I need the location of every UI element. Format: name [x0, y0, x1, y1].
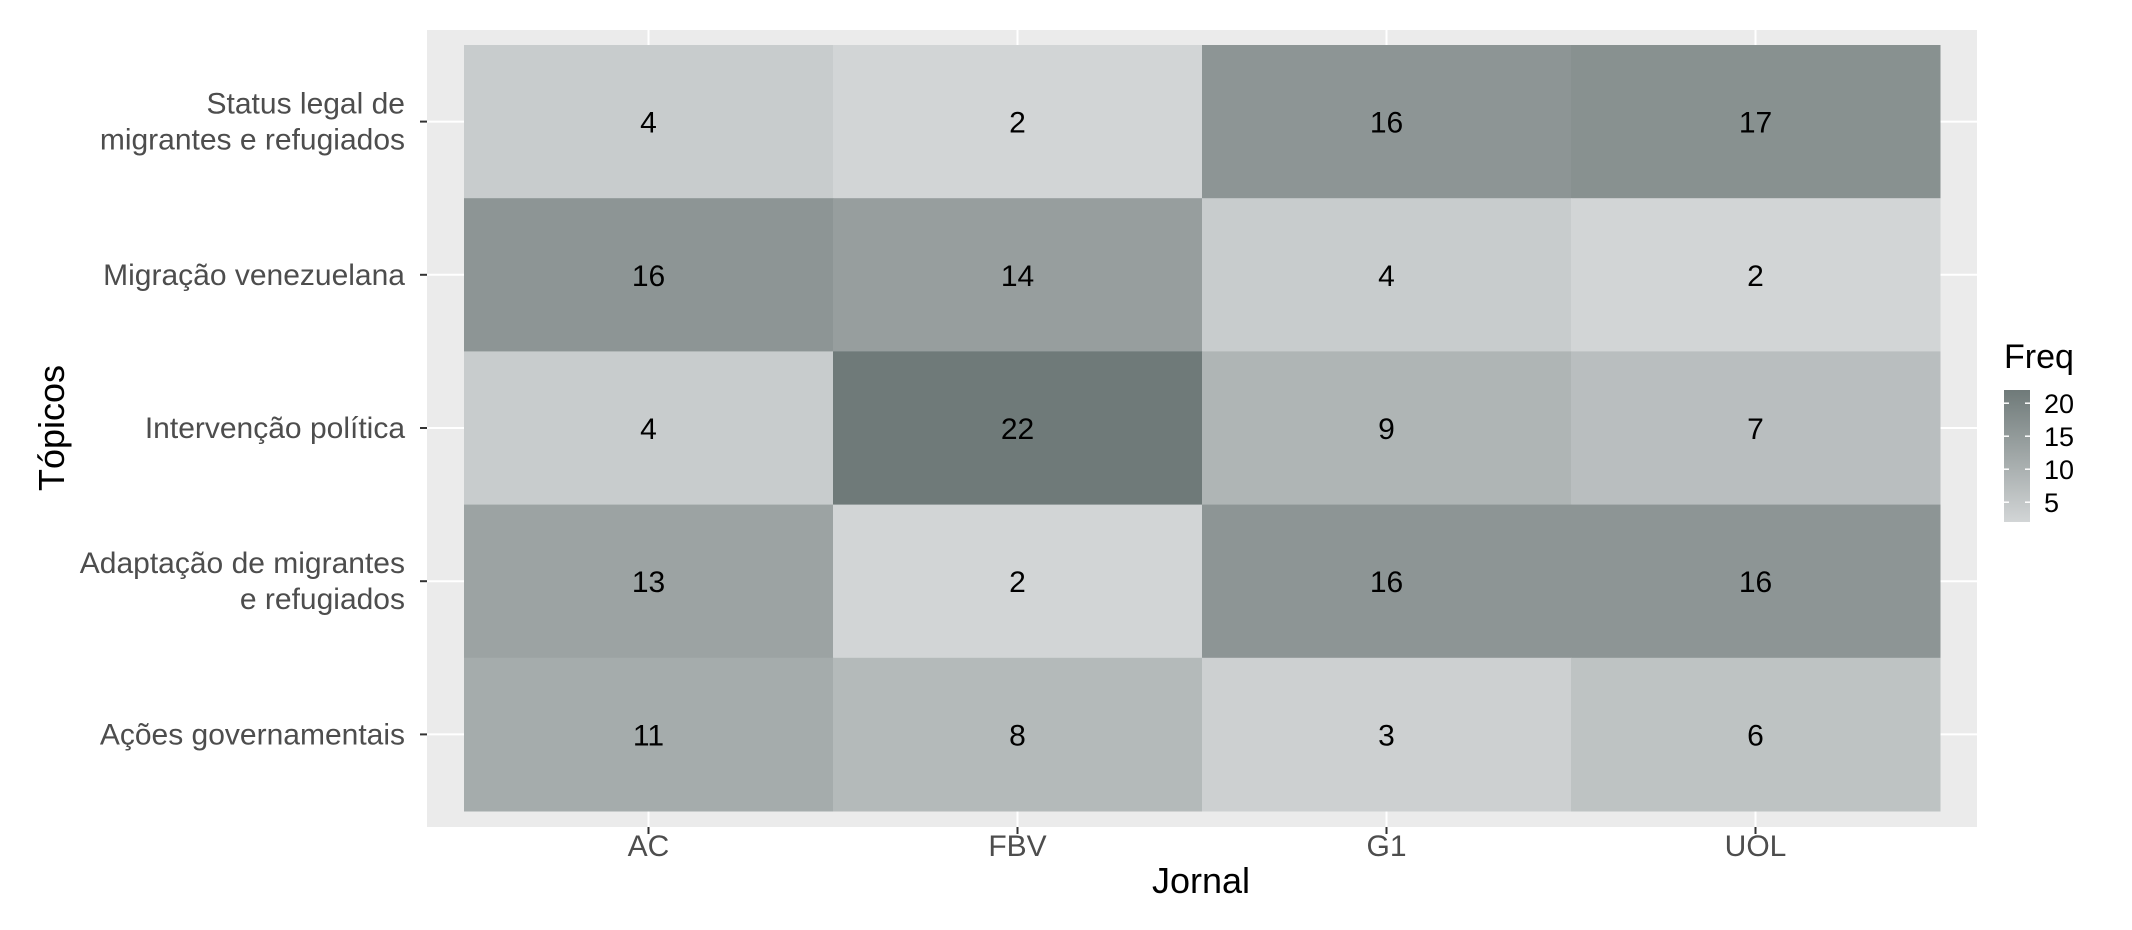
heatmap-cell [833, 45, 1203, 199]
heatmap-cell [1202, 657, 1572, 812]
cell-value-label: 2 [1009, 107, 1026, 140]
cell-value-label: 2 [1009, 566, 1026, 599]
x-tick-label: AC [628, 830, 670, 863]
heatmap-cell [1571, 45, 1941, 199]
cell-value-labels: 4 2 16 17 16 14 4 2 4 22 9 7 13 2 16 16 11 8 3 6 [632, 107, 1772, 753]
x-tick-label: G1 [1366, 830, 1406, 863]
y-tick-label: Adaptação de migrantes [80, 547, 405, 580]
y-tick-label: Migração venezuelana [103, 259, 405, 292]
heatmap-cell [1202, 351, 1572, 506]
cell-value-label: 4 [640, 107, 657, 140]
cell-value-label: 16 [632, 260, 665, 293]
y-tick-label: Ações governamentais [100, 718, 405, 751]
cell-value-label: 16 [1370, 566, 1403, 599]
y-axis-title: Tópicos [31, 365, 72, 491]
cell-value-label: 4 [640, 413, 657, 446]
cell-value-label: 2 [1747, 260, 1764, 293]
y-tick-label: Status legal de [207, 88, 405, 121]
legend-tick-label: 5 [2044, 488, 2059, 518]
x-tick-label: FBV [988, 830, 1046, 863]
cell-value-label: 6 [1747, 719, 1764, 752]
heatmap-cell [833, 504, 1203, 659]
cell-value-label: 9 [1378, 413, 1395, 446]
heatmap-cell [464, 504, 834, 659]
x-axis: AC FBV G1 UOL [628, 827, 1787, 863]
heatmap-cell [464, 198, 834, 352]
heatmap-cell [833, 657, 1203, 812]
heatmap-cells [464, 45, 1941, 812]
cell-value-label: 14 [1001, 260, 1034, 293]
heatmap-cell [1571, 504, 1941, 659]
y-tick-label: Intervenção política [145, 412, 405, 445]
cell-value-label: 16 [1739, 566, 1772, 599]
heatmap-cell [1571, 198, 1941, 352]
y-tick-label: migrantes e refugiados [100, 124, 405, 157]
heatmap-cell [1202, 45, 1572, 199]
legend-colorbar [2004, 390, 2030, 522]
cell-value-label: 11 [633, 719, 664, 752]
legend-tick-label: 20 [2044, 389, 2074, 419]
legend-tick-label: 10 [2044, 455, 2074, 485]
heatmap-cell [1202, 504, 1572, 659]
cell-value-label: 22 [1001, 413, 1034, 446]
x-axis-title: Jornal [1152, 860, 1250, 901]
legend-title: Freq [2004, 338, 2074, 376]
heatmap-cell [464, 351, 834, 506]
cell-value-label: 13 [632, 566, 665, 599]
cell-value-label: 17 [1739, 107, 1772, 140]
heatmap-cell [1202, 198, 1572, 352]
heatmap-cell [833, 351, 1203, 506]
heatmap-cell [464, 45, 834, 199]
cell-value-label: 3 [1378, 719, 1395, 752]
cell-value-label: 4 [1378, 260, 1395, 293]
legend-tick-label: 15 [2044, 422, 2074, 452]
heatmap-cell [1571, 351, 1941, 506]
x-tick-label: UOL [1725, 830, 1787, 863]
cell-value-label: 16 [1370, 107, 1403, 140]
cell-value-label: 7 [1747, 413, 1764, 446]
heatmap-cell [833, 198, 1203, 352]
cell-value-label: 8 [1009, 719, 1026, 752]
heatmap-cell [1571, 657, 1941, 812]
y-tick-label: e refugiados [240, 583, 405, 616]
heatmap-cell [464, 657, 834, 812]
